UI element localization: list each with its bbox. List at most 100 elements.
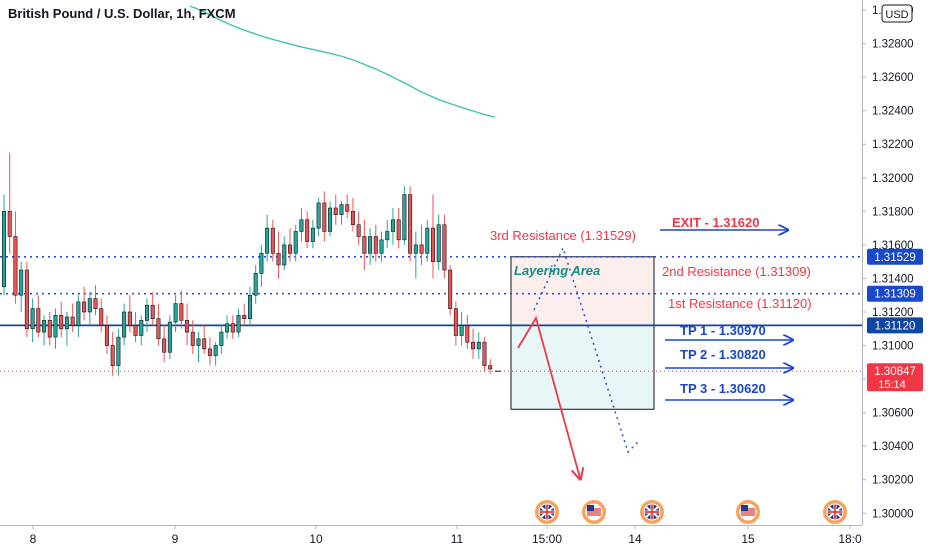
time-axis[interactable]: 8 9 10 11 15:00 14 15 18:0 bbox=[0, 525, 862, 546]
candle-body bbox=[408, 194, 413, 254]
candle bbox=[465, 315, 470, 349]
candle-body bbox=[225, 323, 230, 333]
candle bbox=[30, 298, 35, 343]
candle bbox=[167, 315, 172, 359]
y-tick-label: 1.30600 bbox=[872, 408, 914, 420]
svg-text:1.31309: 1.31309 bbox=[874, 289, 916, 301]
candle-body bbox=[379, 239, 384, 254]
candle bbox=[316, 197, 321, 237]
candle-body bbox=[190, 331, 195, 346]
candle bbox=[356, 211, 361, 245]
uk-flag-icon[interactable] bbox=[823, 500, 847, 524]
candle bbox=[156, 303, 161, 346]
candle-body bbox=[396, 219, 401, 241]
candle-body bbox=[476, 341, 481, 350]
candle bbox=[87, 291, 92, 326]
candle-body bbox=[219, 331, 224, 346]
candle-body bbox=[133, 325, 138, 336]
candle-body bbox=[173, 303, 178, 323]
svg-text:USD: USD bbox=[885, 9, 908, 21]
candle-body bbox=[24, 269, 29, 330]
candle-body bbox=[270, 227, 275, 254]
candle-body bbox=[82, 301, 87, 313]
candle-body bbox=[442, 224, 447, 271]
candle bbox=[127, 295, 132, 333]
uk-flag-icon[interactable] bbox=[535, 500, 559, 524]
candle bbox=[305, 211, 310, 249]
price-tag-last: 1.30847 15:14 bbox=[867, 363, 923, 392]
target-zone bbox=[510, 324, 655, 410]
candle bbox=[265, 214, 270, 262]
x-tick-label: 8 bbox=[30, 532, 37, 546]
x-tick-label: 15:00 bbox=[532, 532, 562, 546]
candles bbox=[1, 152, 501, 376]
candle bbox=[104, 315, 109, 354]
y-tick-label: 1.30200 bbox=[872, 475, 914, 487]
candle-body bbox=[99, 308, 104, 326]
price-tag-r3: 1.31529 bbox=[867, 248, 923, 265]
us-flag-icon[interactable] bbox=[736, 500, 760, 524]
candle-body bbox=[465, 325, 470, 343]
candle bbox=[459, 311, 464, 346]
candle bbox=[276, 231, 281, 279]
candle-body bbox=[259, 252, 264, 274]
candle-body bbox=[385, 231, 390, 241]
candle-body bbox=[345, 204, 350, 212]
candle bbox=[299, 207, 304, 242]
candle-body bbox=[145, 304, 150, 321]
candle bbox=[7, 152, 12, 254]
y-tick-label: 1.31200 bbox=[872, 307, 914, 319]
us-flag-icon[interactable] bbox=[582, 500, 606, 524]
candle-body bbox=[70, 316, 75, 326]
candle-body bbox=[167, 321, 172, 353]
projection-arrow-red bbox=[517, 315, 580, 478]
candle-body bbox=[230, 323, 235, 333]
candle bbox=[150, 291, 155, 326]
r3-label: 3rd Resistance (1.31529) bbox=[490, 228, 636, 243]
candle-body bbox=[373, 236, 378, 254]
candle bbox=[453, 301, 458, 346]
candle-body bbox=[282, 244, 287, 266]
candle-body bbox=[162, 338, 167, 353]
candle bbox=[185, 303, 190, 346]
candle bbox=[413, 231, 418, 279]
candle-body bbox=[13, 236, 18, 296]
candle bbox=[139, 315, 144, 346]
candle-body bbox=[436, 224, 441, 262]
layering-zone bbox=[510, 256, 655, 410]
y-tick-label: 1.30000 bbox=[872, 508, 914, 520]
x-tick-label: 10 bbox=[309, 532, 323, 546]
candle bbox=[270, 219, 275, 262]
candle-body bbox=[196, 338, 201, 346]
candle bbox=[207, 337, 212, 366]
candle-body bbox=[328, 207, 333, 232]
candle bbox=[471, 328, 476, 359]
candle bbox=[162, 325, 167, 363]
candle bbox=[36, 295, 41, 338]
candle-body bbox=[64, 316, 69, 330]
candle bbox=[253, 265, 258, 304]
candle-body bbox=[7, 211, 12, 237]
candle-body bbox=[339, 204, 344, 215]
y-tick-label: 1.31800 bbox=[872, 206, 914, 218]
candle bbox=[230, 315, 235, 339]
candle-body bbox=[299, 219, 304, 232]
candle-body bbox=[368, 236, 373, 254]
y-tick-label: 1.32400 bbox=[872, 106, 914, 118]
candle-body bbox=[390, 219, 395, 232]
uk-flag-icon[interactable] bbox=[640, 500, 664, 524]
candle-body bbox=[110, 345, 115, 366]
candle-body bbox=[293, 231, 298, 254]
currency-badge[interactable]: USD bbox=[881, 4, 913, 23]
candle bbox=[425, 219, 430, 262]
candle-body bbox=[150, 304, 155, 319]
candle-body bbox=[362, 236, 367, 254]
candle bbox=[345, 194, 350, 219]
candle-body bbox=[93, 298, 98, 309]
candle-body bbox=[419, 244, 424, 254]
candle bbox=[396, 207, 401, 249]
price-tag-r1: 1.31120 bbox=[867, 317, 923, 334]
candle bbox=[145, 298, 150, 333]
candle-body bbox=[425, 227, 430, 254]
resistance-zone bbox=[510, 256, 655, 326]
